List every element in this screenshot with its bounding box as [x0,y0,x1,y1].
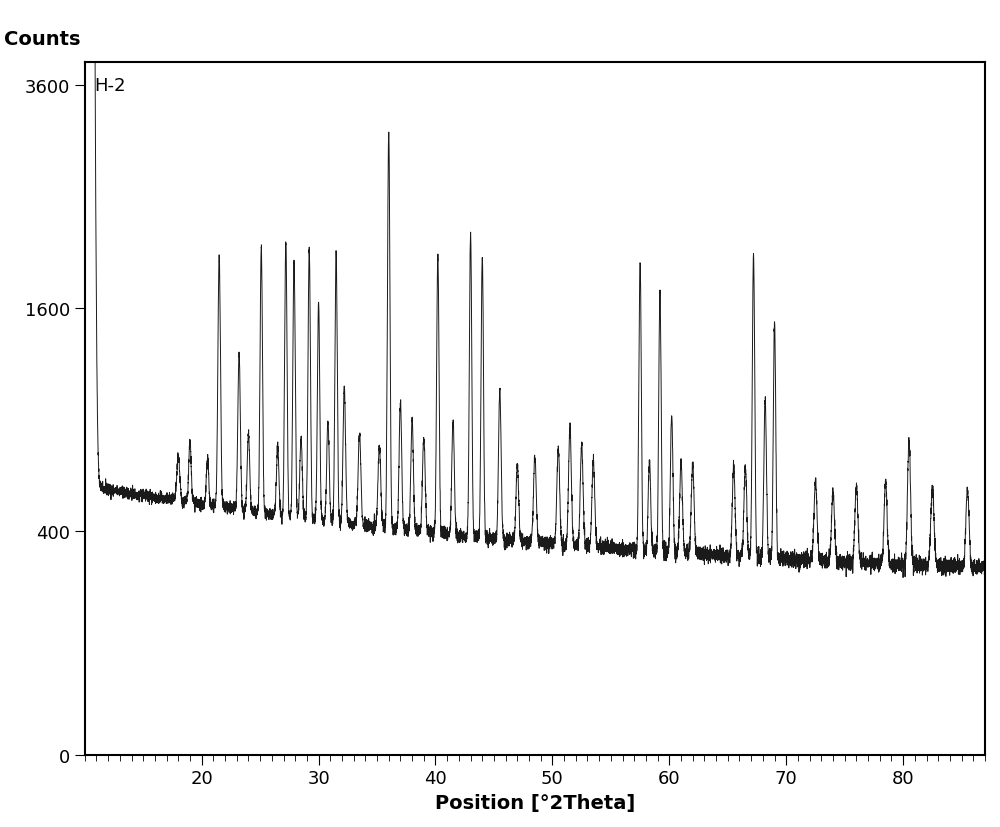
X-axis label: Position [°2Theta]: Position [°2Theta] [435,793,635,812]
Text: H-2: H-2 [94,77,125,95]
Text: Counts: Counts [4,31,80,50]
